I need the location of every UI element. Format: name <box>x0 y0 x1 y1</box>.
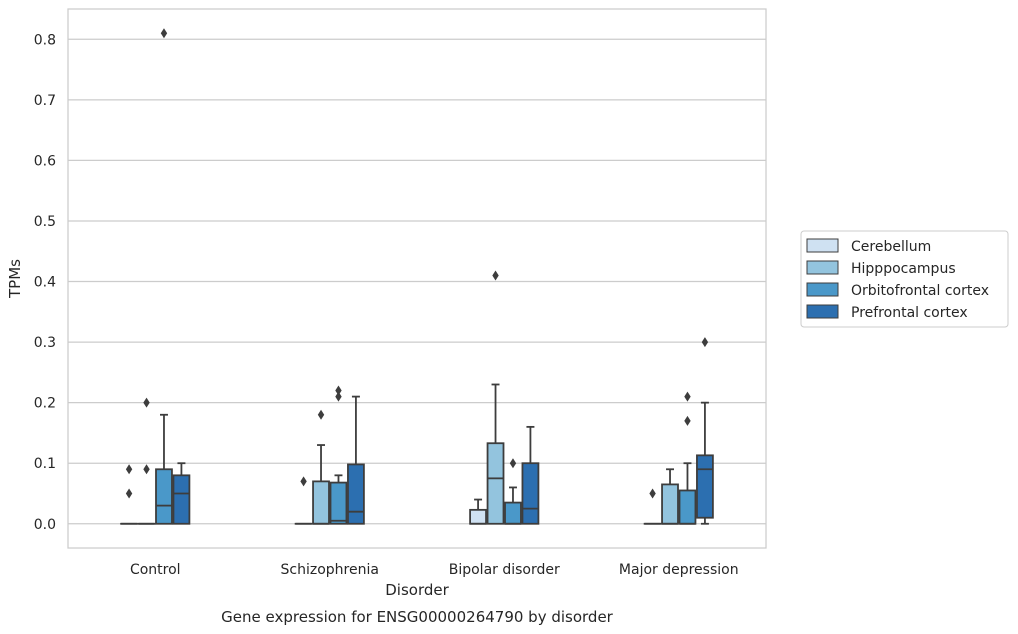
legend: Cerebellum Hipppocampus Orbitofrontal cort… <box>800 230 1009 328</box>
box-orbitofrontal-cortex <box>678 391 697 525</box>
y-axis-title: TPMs <box>6 259 24 299</box>
legend-label: Prefrontal cortex <box>851 305 968 321</box>
box-hipppocampus <box>312 409 330 525</box>
box-plot-marks <box>120 28 714 525</box>
box-prefrontal-cortex <box>521 425 540 525</box>
box-body <box>521 462 540 525</box>
outlier-point <box>335 391 342 402</box>
box-prefrontal-cortex <box>172 462 191 525</box>
outlier-point <box>125 464 133 475</box>
box-orbitofrontal-cortex <box>504 458 522 525</box>
outlier-point <box>143 464 150 475</box>
legend-swatch <box>806 238 839 253</box>
box-body <box>155 468 173 525</box>
box-cerebellum <box>469 498 487 525</box>
x-tick-label: Schizophrenia <box>281 562 379 578</box>
box-orbitofrontal-cortex <box>329 385 348 525</box>
legend-label: Orbitofrontal cortex <box>851 283 989 299</box>
box-body <box>696 454 714 519</box>
chart-caption: Gene expression for ENSG00000264790 by d… <box>221 608 614 626</box>
legend-swatch <box>806 282 839 297</box>
outlier-point <box>684 415 691 426</box>
y-tick-label: 0.1 <box>34 456 56 472</box>
box-body <box>172 474 191 525</box>
x-tick-label: Control <box>130 562 181 578</box>
y-tick-label: 0.7 <box>34 93 56 109</box>
outlier-point <box>300 476 307 487</box>
x-tick-labels: Control Schizophrenia Bipolar disorder Majo… <box>130 562 739 578</box>
outlier-point <box>125 488 133 499</box>
outlier-point <box>649 488 656 499</box>
legend-swatch <box>806 260 839 275</box>
y-tick-labels: 0.0 0.1 0.2 0.3 0.4 0.5 0.6 0.7 0.8 <box>34 32 56 532</box>
box-hipppocampus <box>661 468 679 525</box>
outlier-point <box>335 385 342 396</box>
box-body <box>469 508 487 525</box>
box-prefrontal-cortex <box>696 337 714 525</box>
y-tick-label: 0.3 <box>34 335 56 351</box>
box-body <box>504 501 522 525</box>
legend-label: Cerebellum <box>851 239 931 255</box>
box-hipppocampus <box>137 397 156 525</box>
x-tick-label: Bipolar disorder <box>449 562 560 578</box>
outlier-point <box>143 397 150 408</box>
box-cerebellum <box>643 488 662 525</box>
box-body <box>329 481 348 525</box>
box-body <box>312 480 330 525</box>
plot-frame <box>67 8 767 549</box>
y-tick-label: 0.4 <box>34 275 56 291</box>
y-tick-label: 0.8 <box>34 32 56 48</box>
outlier-point <box>509 458 517 469</box>
box-orbitofrontal-cortex <box>155 28 173 525</box>
legend-label: Hipppocampus <box>851 261 956 277</box>
y-tick-label: 0.0 <box>34 517 56 533</box>
box-hipppocampus <box>486 270 505 525</box>
box-body <box>678 489 697 525</box>
outlier-point <box>492 270 499 281</box>
box-body <box>486 442 505 525</box>
box-body <box>661 483 679 525</box>
x-tick-label: Major depression <box>619 562 739 578</box>
box-cerebellum <box>120 464 138 525</box>
y-tick-label: 0.5 <box>34 214 56 230</box>
legend-frame <box>800 230 1009 328</box>
outlier-point <box>684 391 691 402</box>
outlier-point <box>317 409 325 420</box>
box-prefrontal-cortex <box>347 395 365 525</box>
box-cerebellum <box>294 476 313 525</box>
x-axis-title: Disorder <box>385 581 449 599</box>
y-tick-label: 0.2 <box>34 396 56 412</box>
legend-swatch <box>806 304 839 319</box>
outlier-point <box>160 28 168 39</box>
box-body <box>347 463 365 525</box>
outlier-point <box>701 337 709 348</box>
y-tick-label: 0.6 <box>34 153 56 169</box>
grid-lines <box>68 38 766 525</box>
